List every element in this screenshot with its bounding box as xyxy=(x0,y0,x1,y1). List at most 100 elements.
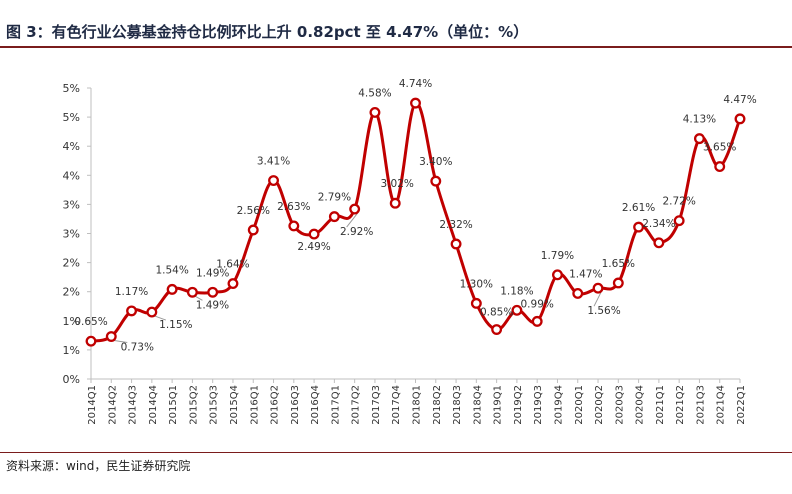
data-label: 4.58% xyxy=(358,87,391,99)
data-point xyxy=(450,238,462,250)
data-point xyxy=(166,283,178,295)
y-tick-label: 0% xyxy=(63,373,80,386)
data-label: 0.85% xyxy=(480,307,513,319)
x-tick-label: 2017Q3 xyxy=(371,385,382,425)
data-point xyxy=(552,269,563,281)
data-label: 1.54% xyxy=(155,264,188,276)
data-label: 3.41% xyxy=(257,156,290,168)
data-point xyxy=(410,97,421,109)
x-tick-label: 2016Q4 xyxy=(310,385,321,425)
data-point xyxy=(207,286,219,298)
y-tick-label: 2% xyxy=(63,286,80,299)
data-label: 1.15% xyxy=(159,319,192,331)
label-leader-line xyxy=(593,291,602,307)
x-tick-label: 2022Q1 xyxy=(736,385,747,425)
data-point xyxy=(572,287,584,299)
data-point xyxy=(734,113,746,125)
y-tick-label: 1% xyxy=(63,315,80,328)
label-leader-line xyxy=(346,212,359,228)
x-tick-label: 2017Q2 xyxy=(351,385,362,425)
data-point xyxy=(470,297,482,309)
data-label: 4.13% xyxy=(683,114,716,126)
data-label: 1.49% xyxy=(196,299,229,311)
x-tick-label: 2016Q3 xyxy=(290,385,301,425)
x-tick-label: 2018Q2 xyxy=(432,385,443,425)
x-tick-label: 2020Q4 xyxy=(635,385,646,425)
x-tick-label: 2015Q2 xyxy=(188,385,199,425)
y-tick-label: 3% xyxy=(63,198,80,211)
x-tick-label: 2021Q4 xyxy=(716,385,727,425)
data-label: 1.49% xyxy=(196,267,229,279)
data-point xyxy=(105,331,117,342)
footer-divider xyxy=(0,452,792,453)
data-label: 2.61% xyxy=(622,202,655,214)
title-divider xyxy=(0,46,792,48)
x-tick-label: 2019Q2 xyxy=(513,385,524,425)
label-leader-line xyxy=(195,295,203,301)
x-tick-label: 2020Q1 xyxy=(574,385,585,425)
x-tick-label: 2014Q4 xyxy=(148,385,159,425)
x-tick-label: 2019Q1 xyxy=(493,385,504,425)
x-tick-label: 2020Q2 xyxy=(594,385,605,425)
data-point xyxy=(633,221,645,233)
data-label: 1.79% xyxy=(541,250,574,262)
x-tick-label: 2014Q2 xyxy=(107,385,118,425)
data-point xyxy=(491,324,503,335)
data-point xyxy=(369,106,381,118)
data-point xyxy=(592,282,604,294)
data-point xyxy=(673,215,685,227)
data-label: 1.17% xyxy=(115,286,148,298)
x-tick-label: 2014Q3 xyxy=(128,385,139,425)
data-label: 2.63% xyxy=(277,201,310,213)
x-tick-label: 2019Q4 xyxy=(553,385,564,425)
y-tick-label: 4% xyxy=(63,140,80,153)
data-point xyxy=(430,175,442,187)
x-tick-label: 2021Q2 xyxy=(675,385,686,425)
data-label: 1.30% xyxy=(460,278,493,290)
data-label: 3.02% xyxy=(381,178,414,190)
data-point xyxy=(227,278,239,290)
data-label: 2.79% xyxy=(318,192,351,204)
x-tick-label: 2018Q4 xyxy=(472,385,483,425)
data-label: 2.72% xyxy=(662,196,695,208)
data-label: 3.40% xyxy=(419,156,452,168)
x-tick-label: 2021Q1 xyxy=(655,385,666,425)
data-point xyxy=(288,220,300,232)
data-label: 4.47% xyxy=(723,94,756,106)
x-tick-label: 2018Q3 xyxy=(452,385,463,425)
y-tick-label: 1% xyxy=(63,344,80,357)
data-label: 2.34% xyxy=(642,218,675,230)
x-tick-label: 2017Q4 xyxy=(391,385,402,425)
data-label: 3.65% xyxy=(703,142,736,154)
y-tick-label: 2% xyxy=(63,257,80,270)
x-tick-label: 2015Q4 xyxy=(229,385,240,425)
data-point xyxy=(126,305,138,317)
x-tick-label: 2015Q1 xyxy=(168,385,179,425)
data-label: 1.18% xyxy=(500,285,533,297)
y-tick-label: 4% xyxy=(63,169,80,182)
data-label: 1.64% xyxy=(216,259,249,271)
data-point xyxy=(693,133,705,145)
label-leader-line xyxy=(154,315,167,321)
data-point xyxy=(308,228,320,240)
data-label: 2.92% xyxy=(340,226,373,238)
data-point xyxy=(612,277,624,289)
data-point xyxy=(531,315,543,327)
data-point xyxy=(268,175,279,186)
page-title: 图 3：有色行业公募基金持仓比例环比上升 0.82pct 至 4.47%（单位：… xyxy=(6,23,529,41)
data-label: 2.32% xyxy=(439,219,472,231)
data-point xyxy=(511,304,523,316)
data-point xyxy=(389,197,401,209)
data-label: 2.49% xyxy=(297,241,330,253)
data-point xyxy=(349,203,361,215)
x-tick-label: 2020Q3 xyxy=(614,385,625,425)
x-tick-label: 2015Q3 xyxy=(209,385,220,425)
x-tick-label: 2016Q1 xyxy=(249,385,260,425)
y-tick-label: 5% xyxy=(63,82,80,95)
x-tick-label: 2014Q1 xyxy=(87,385,98,425)
line-chart: 0% 1% 1% 2% 2% 3% 3% 4% 4% 5% 5% 2014Q1 2014Q2 2014Q3… xyxy=(63,78,757,425)
label-leader-line xyxy=(114,340,128,344)
data-label: 1.65% xyxy=(602,258,635,270)
source-note: 资料来源：wind，民生证券研究院 xyxy=(6,459,191,473)
data-label: 0.99% xyxy=(521,298,554,310)
